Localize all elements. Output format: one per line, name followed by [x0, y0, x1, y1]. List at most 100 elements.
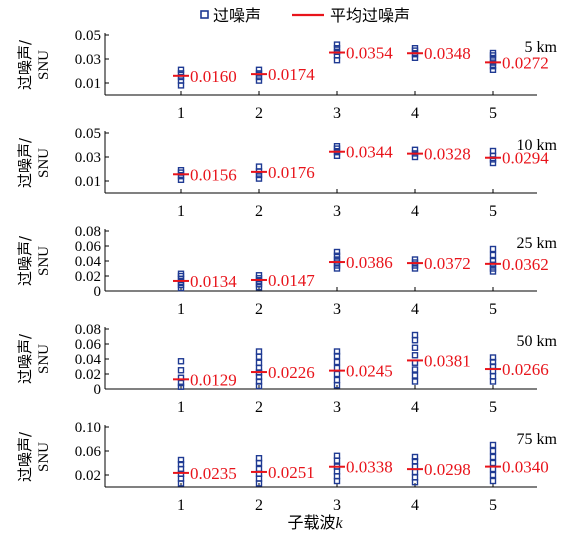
mean-value-label: 0.0156 [190, 165, 237, 184]
x-tick-label: 2 [255, 105, 263, 122]
mean-value-label: 0.0147 [268, 271, 315, 290]
x-tick-label: 4 [411, 497, 419, 514]
mean-value-label: 0.0381 [424, 351, 471, 370]
noise-point [489, 354, 497, 361]
noise-point [489, 251, 497, 259]
noise-point [177, 166, 185, 174]
x-axis-label: 子载波k [287, 513, 343, 532]
noise-point [333, 348, 341, 355]
x-axis-label-variable: k [335, 515, 343, 532]
x-tick-label: 4 [411, 301, 419, 318]
y-axis-label-line-1: 过噪声/ [16, 137, 34, 188]
noise-point [255, 353, 263, 360]
noise-point [177, 77, 185, 84]
y-tick-label: 0.01 [75, 76, 101, 92]
y-axis-label-line-1: 过噪声/ [16, 39, 34, 90]
noise-point [333, 252, 341, 259]
mean-value-label: 0.0129 [190, 370, 237, 389]
noise-point [489, 147, 497, 155]
mean-value-label: 0.0176 [268, 163, 315, 182]
y-axis-label: 过噪声/SNU [16, 39, 52, 90]
noise-point [489, 159, 497, 167]
legend: 过噪声 平均过噪声 [200, 6, 410, 25]
y-axis-label: 过噪声/SNU [16, 431, 52, 482]
noise-point [411, 458, 419, 465]
mean-value-label: 0.0251 [268, 463, 315, 482]
mean-value-label: 0.0134 [190, 272, 237, 291]
y-axis-label: 过噪声/SNU [16, 137, 52, 188]
x-tick-label: 1 [177, 203, 185, 220]
noise-point [411, 372, 419, 379]
x-tick-label: 3 [333, 203, 341, 220]
y-tick-label: 0.02 [75, 468, 101, 484]
noise-point [177, 461, 185, 468]
noise-point [333, 45, 341, 52]
noise-point [411, 344, 419, 351]
noise-point [333, 41, 341, 48]
noise-point [177, 358, 185, 365]
noise-point [489, 471, 497, 479]
noise-point [411, 378, 419, 385]
panel-distance-label: 75 km [517, 431, 558, 448]
y-axis-label-line-2: SNU [36, 148, 52, 178]
x-tick-label: 5 [489, 301, 497, 318]
noise-point [255, 175, 263, 182]
noise-point [489, 378, 497, 385]
y-tick-label: 0 [94, 284, 102, 300]
x-tick-label: 3 [333, 105, 341, 122]
noise-point [255, 272, 263, 279]
x-tick-label: 1 [177, 497, 185, 514]
noise-point [489, 477, 497, 485]
noise-point [255, 359, 263, 366]
noise-point [255, 66, 263, 74]
noise-point [411, 468, 419, 476]
y-axis-label-line-1: 过噪声/ [16, 333, 34, 384]
noise-point [411, 352, 419, 359]
noise-point [489, 441, 497, 449]
legend-marker-icon [200, 10, 209, 19]
noise-point [255, 348, 263, 355]
noise-point [333, 370, 341, 378]
y-axis-label: 过噪声/SNU [16, 333, 52, 384]
noise-point [411, 54, 419, 61]
mean-value-label: 0.0245 [346, 362, 393, 381]
x-tick-label: 2 [255, 399, 263, 416]
mean-value-label: 0.0226 [268, 363, 315, 382]
noise-point [255, 163, 263, 170]
noise-point [177, 456, 185, 464]
noise-point [411, 331, 419, 339]
mean-value-label: 0.0362 [502, 255, 549, 274]
noise-point [489, 459, 497, 467]
noise-point [177, 73, 185, 81]
noise-point [177, 66, 185, 74]
noise-point [177, 383, 185, 390]
x-tick-label: 2 [255, 203, 263, 220]
noise-point [177, 367, 185, 374]
x-axis-label-prefix: 子载波 [287, 513, 335, 532]
x-tick-label: 3 [333, 399, 341, 416]
y-axis-label-line-2: SNU [36, 442, 52, 472]
y-tick-label: 0.03 [75, 150, 101, 166]
y-tick-label: 0.08 [75, 224, 101, 240]
y-tick-label: 0 [94, 382, 102, 398]
y-tick-label: 0.10 [75, 420, 101, 436]
noise-point [489, 49, 497, 57]
y-tick-label: 0.06 [75, 337, 102, 353]
mean-value-label: 0.0328 [424, 145, 471, 164]
noise-point [411, 366, 419, 373]
panel-1: 0.05 0.03 0.01 1 2 3 4 5 过噪声/SNU 5 km 0.0160 0.0174… [16, 28, 558, 122]
noise-point [333, 152, 341, 160]
x-tick-label: 5 [489, 203, 497, 220]
y-tick-label: 0.06 [75, 444, 102, 460]
noise-point [333, 376, 341, 384]
noise-point [489, 245, 497, 253]
y-tick-label: 0.04 [75, 352, 102, 368]
x-tick-label: 4 [411, 105, 419, 122]
y-tick-label: 0.08 [75, 322, 101, 338]
mean-value-label: 0.0338 [346, 458, 393, 477]
x-tick-label: 1 [177, 301, 185, 318]
panel-distance-label: 25 km [517, 235, 558, 252]
y-tick-label: 0.03 [75, 52, 101, 68]
y-tick-label: 0.05 [75, 126, 101, 142]
